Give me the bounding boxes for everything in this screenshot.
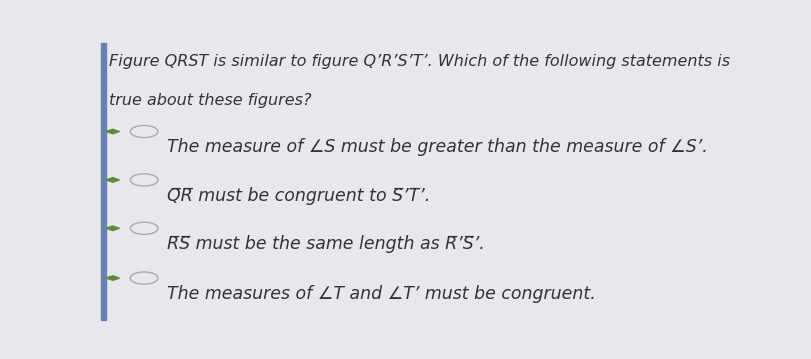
Text: The measures of ∠T and ∠T’ must be congruent.: The measures of ∠T and ∠T’ must be congr… (167, 285, 596, 303)
Polygon shape (106, 276, 119, 280)
Text: Figure QRST is similar to figure Q’R’S’T’. Which of the following statements is: Figure QRST is similar to figure Q’R’S’T… (109, 54, 730, 69)
Bar (101, 43, 106, 320)
Text: The measure of ∠S must be greater than the measure of ∠S’.: The measure of ∠S must be greater than t… (167, 139, 708, 157)
Polygon shape (106, 129, 119, 134)
Text: Q̅R̅ must be congruent to S̅’T̅’.: Q̅R̅ must be congruent to S̅’T̅’. (167, 187, 431, 205)
Polygon shape (106, 178, 119, 182)
Text: R̅S̅ must be the same length as R̅’S̅’.: R̅S̅ must be the same length as R̅’S̅’. (167, 235, 485, 253)
Polygon shape (106, 226, 119, 230)
Text: true about these figures?: true about these figures? (109, 93, 311, 108)
